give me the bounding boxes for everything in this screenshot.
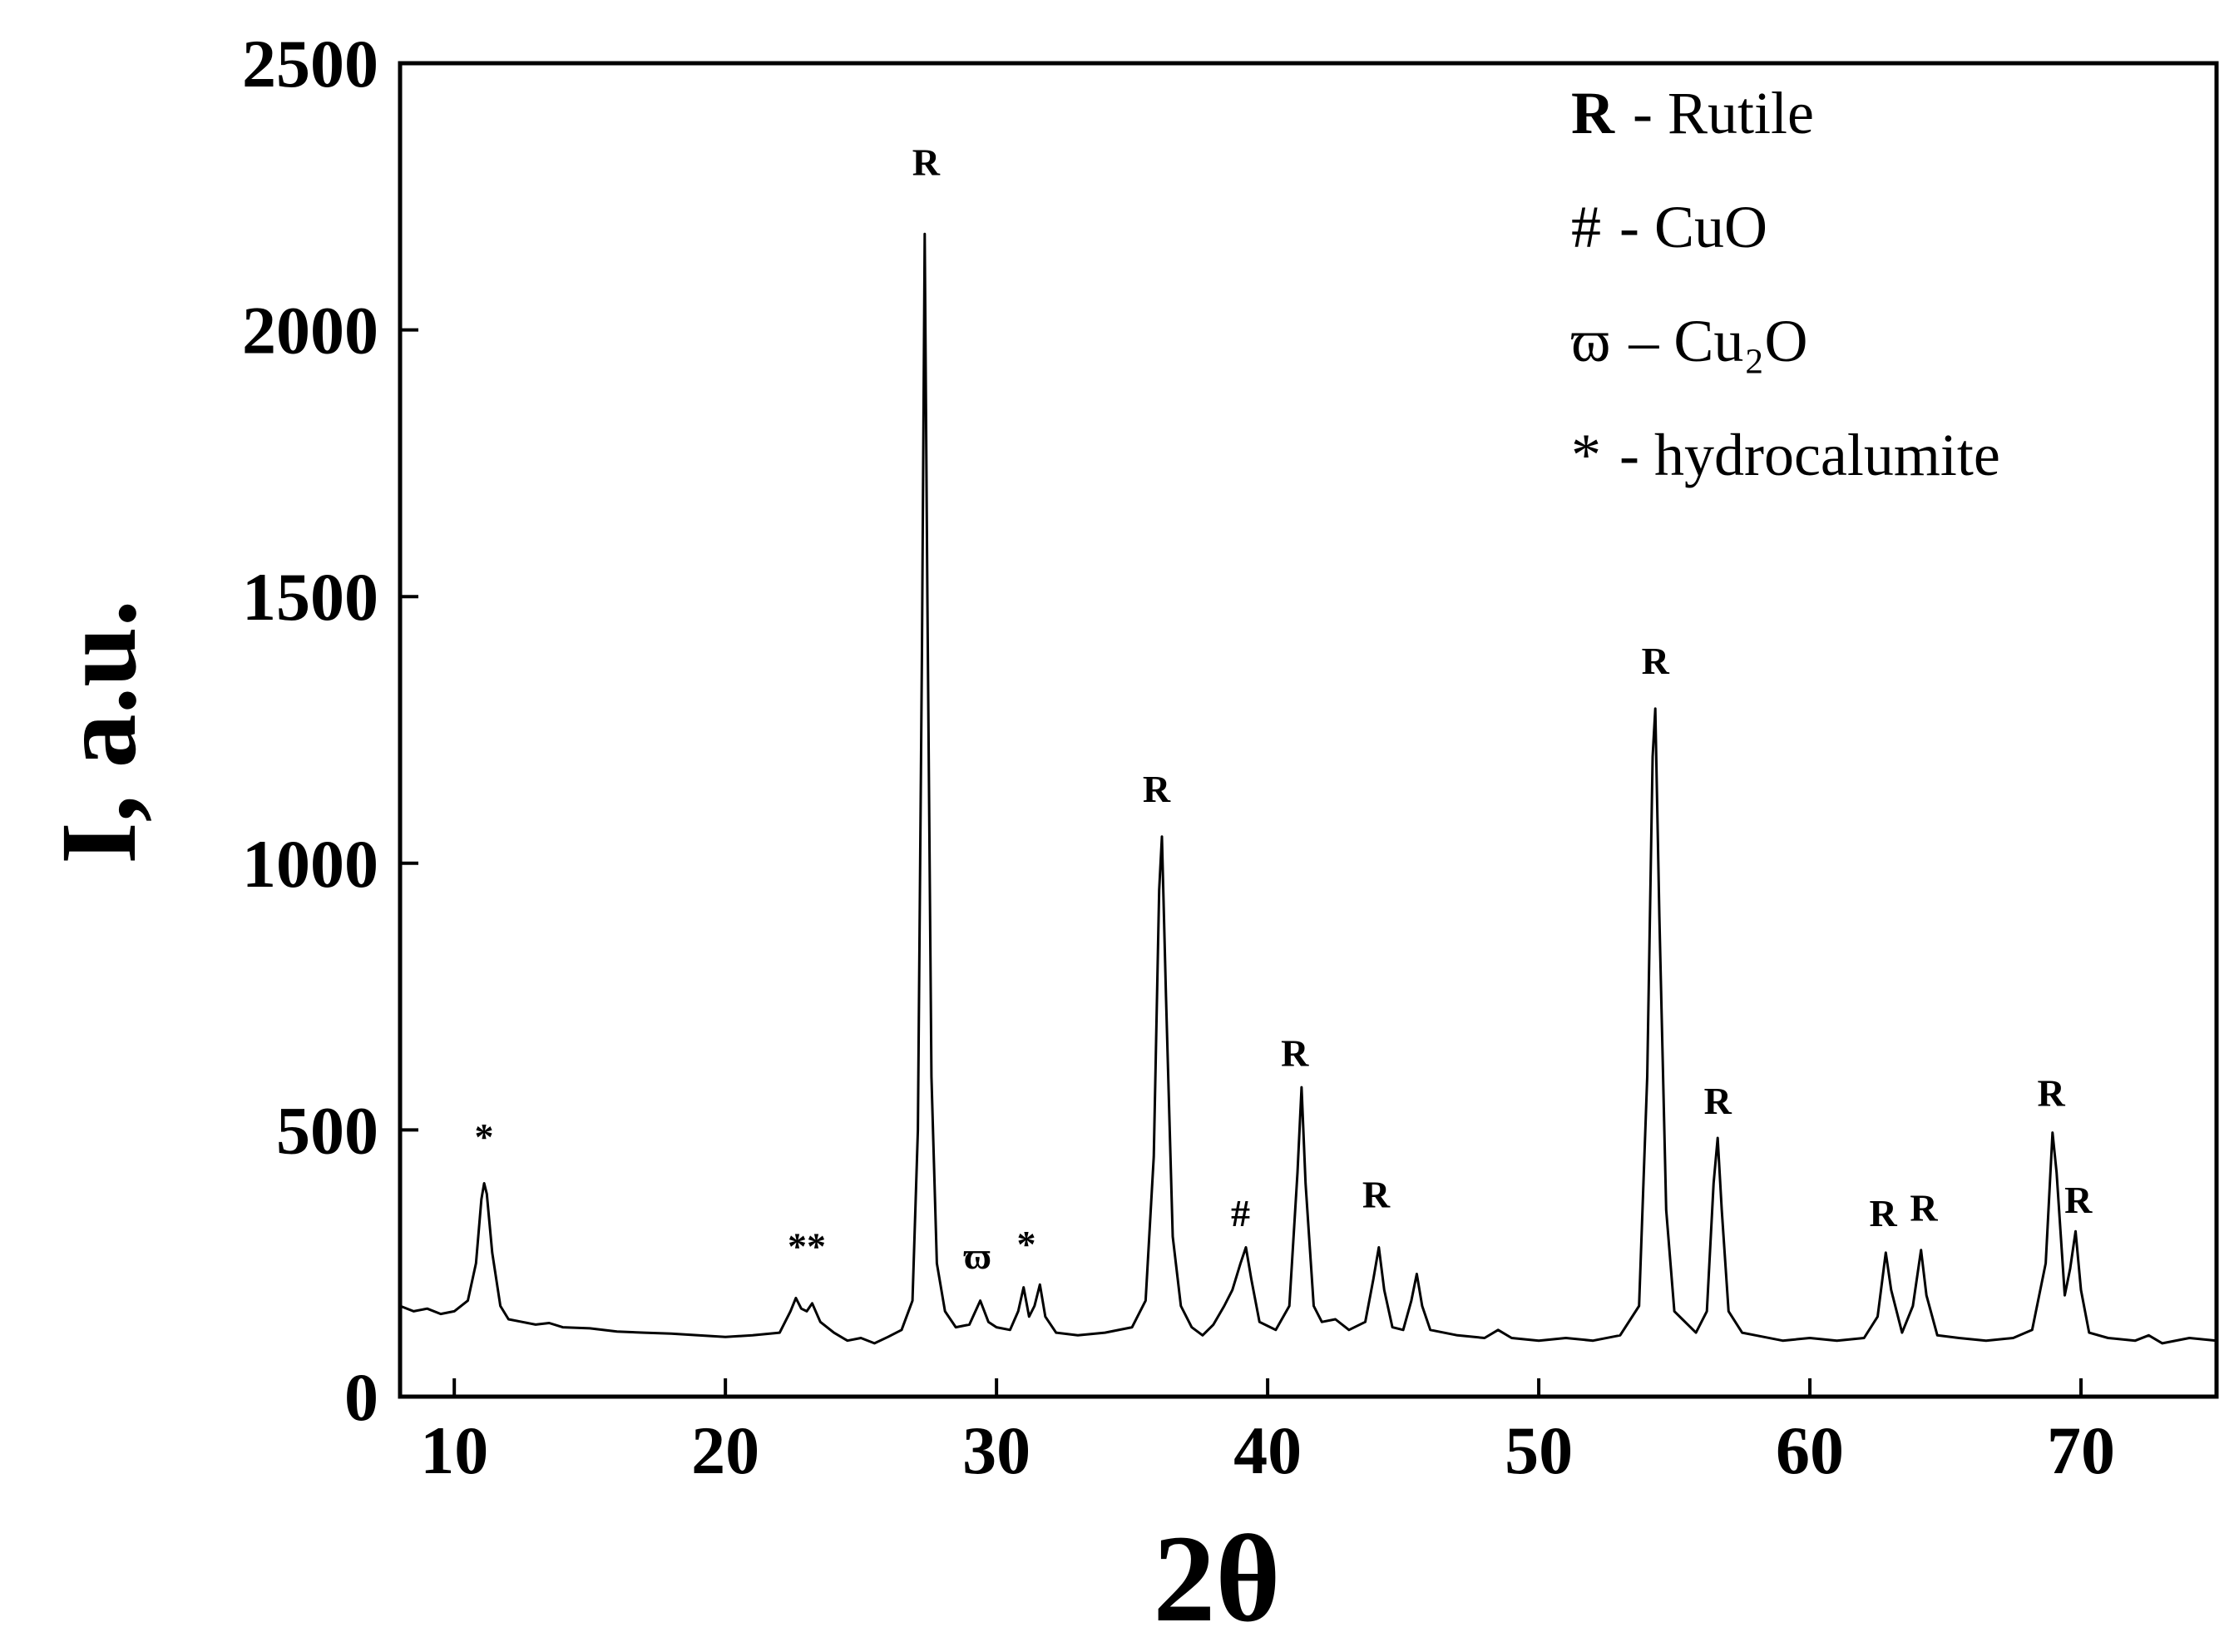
peak-label: ϖ (964, 1234, 992, 1277)
legend-symbol: ϖ (1571, 308, 1610, 374)
legend-text: – Cu₂O (1628, 308, 1807, 374)
legend-entry: ϖ – Cu₂O (1571, 308, 1808, 374)
legend-symbol: R (1571, 80, 1615, 146)
legend-entry: * - hydrocalumite (1571, 422, 2000, 488)
x-tick-label: 20 (691, 1412, 759, 1488)
y-tick-label: 0 (344, 1359, 378, 1435)
peak-label: # (1231, 1192, 1250, 1234)
peak-label: * (475, 1115, 494, 1158)
y-tick-label: 1000 (242, 826, 378, 902)
data-line (399, 232, 2217, 1345)
peak-label: * (1016, 1223, 1035, 1265)
legend-entry: # - CuO (1571, 194, 1767, 260)
peak-label: R (1910, 1186, 1938, 1229)
x-tick-label: 60 (1776, 1412, 1844, 1488)
peak-label: R (1704, 1080, 1732, 1122)
y-axis-title: I, a.u. (39, 600, 159, 864)
legend-text: - hydrocalumite (1619, 422, 2000, 488)
x-tick-label: 70 (2047, 1412, 2115, 1488)
peak-label: R (2038, 1072, 2066, 1115)
legend-symbol: * (1571, 422, 1601, 488)
x-tick-label: 30 (962, 1412, 1031, 1488)
peak-label: R (912, 141, 941, 184)
plot-frame (398, 61, 2219, 1399)
peak-label: R (1362, 1173, 1391, 1215)
legend-text: - CuO (1619, 194, 1767, 260)
x-tick-label: 40 (1233, 1412, 1302, 1488)
peak-label: R (1143, 768, 1171, 810)
x-tick-label: 10 (420, 1412, 488, 1488)
peak-label: ** (788, 1225, 826, 1268)
peak-label: R (1869, 1192, 1897, 1234)
peak-label: R (1281, 1031, 1309, 1074)
x-axis-title: 2θ (1153, 1510, 1280, 1648)
legend-text: - Rutile (1633, 80, 1814, 146)
y-tick-label: 1500 (242, 559, 378, 635)
peak-label: R (2064, 1179, 2093, 1221)
y-tick-label: 2000 (242, 293, 378, 368)
x-tick-label: 50 (1505, 1412, 1573, 1488)
legend-symbol: # (1571, 194, 1601, 260)
y-tick-label: 2500 (242, 26, 378, 101)
y-tick-label: 500 (276, 1092, 378, 1168)
peak-label: R (1642, 640, 1670, 682)
legend-entry: R - Rutile (1571, 80, 1814, 146)
